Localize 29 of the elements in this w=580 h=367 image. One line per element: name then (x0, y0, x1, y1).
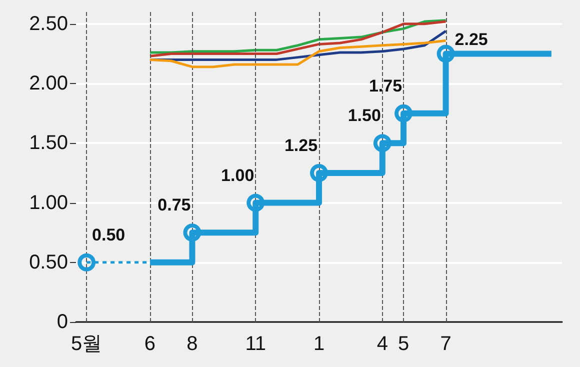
data-label: 1.50 (348, 106, 381, 126)
data-label: 1.00 (221, 166, 254, 185)
x-tick-label: 11 (245, 333, 266, 355)
x-tick-label: 7 (440, 333, 452, 355)
point (373, 134, 392, 152)
data-label: 0.50 (92, 225, 126, 244)
data-label: 1.25 (284, 136, 318, 155)
x-tick-label: 5월 (71, 333, 102, 355)
data-label: 1.75 (368, 76, 402, 96)
point (436, 44, 455, 63)
point (246, 194, 265, 212)
point (78, 253, 96, 272)
y-tick-label: 1.00 (29, 192, 68, 214)
point (394, 104, 413, 122)
line-series (148, 39, 448, 68)
y-tick-label: 0 (56, 311, 68, 333)
x-tick-label: 8 (186, 333, 198, 355)
data-label: 2.25 (454, 30, 488, 50)
y-tick-label: 1.50 (29, 132, 68, 154)
y-tick-label: 2.00 (29, 72, 68, 95)
data-label: 0.75 (158, 196, 191, 215)
y-tick-label: 2.50 (29, 12, 68, 35)
x-tick-label: 6 (144, 333, 156, 355)
point (183, 224, 202, 242)
x-tick-label: 4 (376, 333, 388, 355)
x-tick-label: 5 (398, 333, 410, 355)
point (310, 164, 328, 182)
y-tick-label: 0.50 (29, 251, 68, 274)
x-tick-label: 1 (313, 333, 325, 355)
